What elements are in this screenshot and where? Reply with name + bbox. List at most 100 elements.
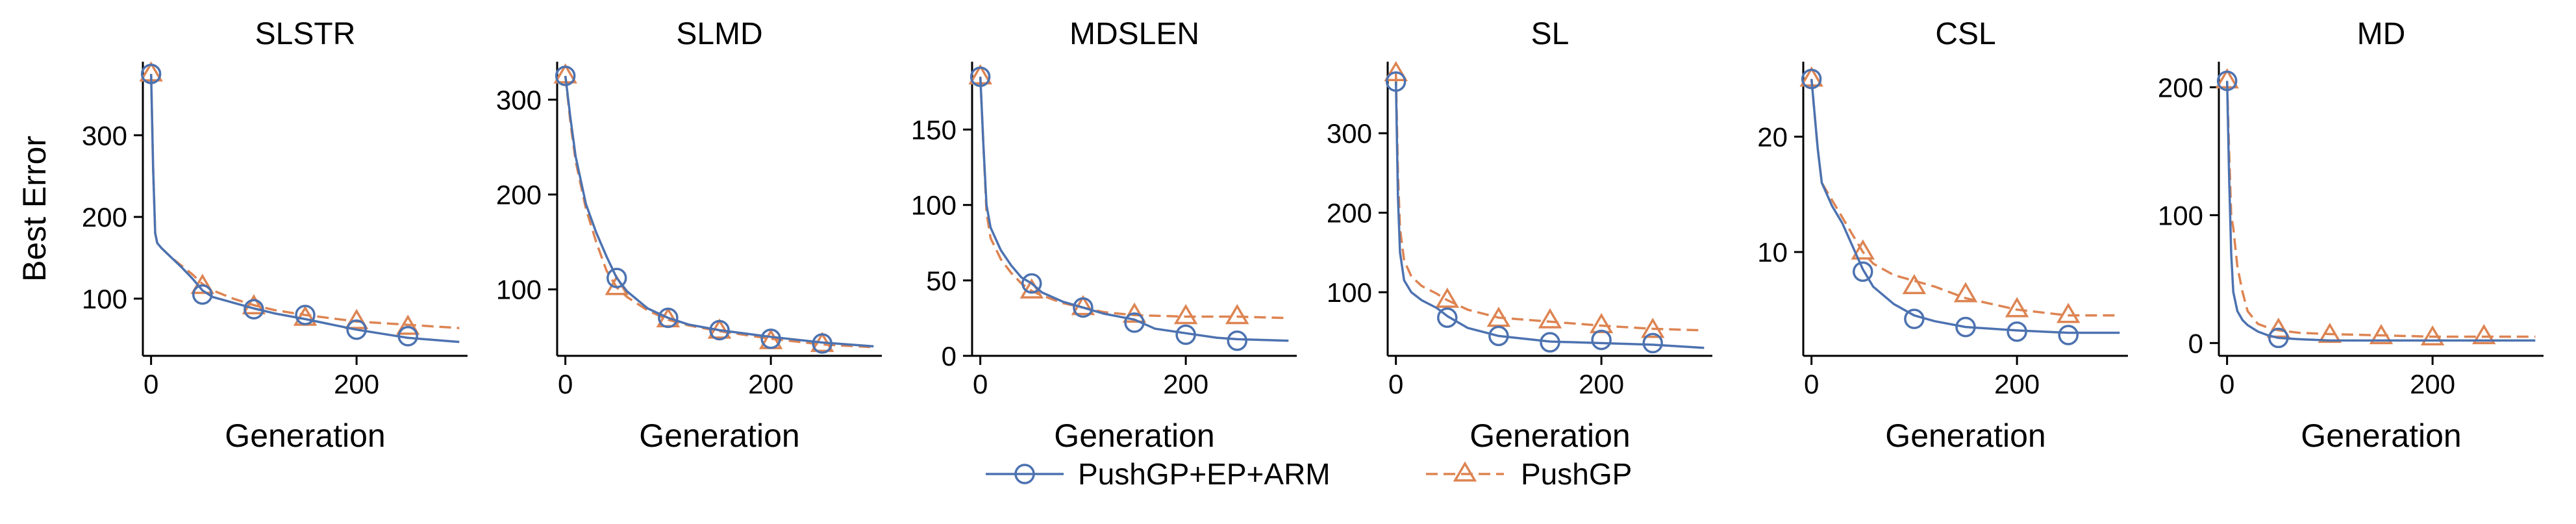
x-tick-label: 200: [1163, 369, 1208, 399]
chart-title: MDSLEN: [1069, 17, 1199, 51]
data-point: [1955, 316, 1976, 338]
series-line: [979, 77, 1289, 319]
y-tick-label: 200: [2158, 72, 2203, 103]
data-point: [2369, 324, 2394, 345]
x-tick-label: 200: [748, 369, 794, 399]
data-point: [1021, 273, 1042, 294]
series-line: [2225, 81, 2536, 338]
data-point: [1642, 332, 1663, 354]
y-tick-label: 300: [82, 120, 127, 151]
series-line: [149, 73, 460, 343]
legend-marker: [1014, 464, 1035, 484]
series-line: [2225, 81, 2536, 342]
series-line: [149, 73, 460, 329]
series-line: [564, 75, 874, 348]
chart-title: MD: [2357, 17, 2406, 51]
subplot-slmd: SLMD 0 200 100 200 300 Generation: [496, 17, 882, 454]
x-tick-label: 0: [558, 369, 573, 399]
series-line: [1810, 79, 2120, 317]
legend-marker: [1453, 461, 1477, 482]
data-point: [760, 328, 781, 349]
subplot-md: MD 0 200 0 100 200 Generation: [2158, 17, 2544, 454]
data-point: [1488, 325, 1509, 347]
data-point: [1227, 331, 1247, 351]
data-point: [1953, 282, 1978, 303]
data-point: [1853, 261, 1873, 282]
chart-title: SLMD: [676, 17, 762, 51]
data-point: [1640, 318, 1665, 338]
legend-label: PushGP+EP+ARM: [1078, 457, 1331, 491]
y-tick-label: 50: [926, 266, 957, 296]
data-point: [606, 268, 627, 288]
x-tick-label: 0: [1388, 369, 1403, 399]
x-tick-label: 0: [2220, 369, 2234, 399]
data-point: [1435, 287, 1460, 308]
y-tick-label: 300: [496, 84, 542, 115]
data-point: [1538, 308, 1562, 329]
chart-title: SL: [1531, 17, 1569, 51]
data-point: [555, 66, 576, 86]
y-tick-label: 100: [911, 190, 957, 221]
series-line: [1810, 79, 2120, 334]
data-point: [2058, 325, 2079, 345]
y-tick-label: 10: [1757, 237, 1788, 268]
y-tick-label: 0: [2188, 328, 2203, 358]
data-point: [1122, 302, 1147, 323]
x-axis-label: Generation: [1469, 418, 1630, 454]
x-tick-label: 200: [2410, 369, 2455, 399]
data-point: [397, 326, 418, 347]
x-tick-label: 200: [1994, 369, 2040, 399]
data-point: [1225, 304, 1249, 325]
data-point: [192, 284, 213, 305]
data-point: [1124, 312, 1145, 333]
data-point: [1175, 324, 1196, 345]
x-axis-label: Generation: [1885, 418, 2045, 454]
data-point: [2056, 303, 2081, 323]
data-point: [1540, 332, 1560, 353]
data-point: [346, 319, 367, 340]
subplot-mdslen: MDSLEN 0 200 0 50 100 150 Generation: [911, 17, 1297, 454]
data-point: [709, 319, 730, 341]
data-point: [1486, 306, 1511, 327]
x-axis-label: Generation: [1054, 418, 1214, 454]
y-tick-label: 100: [2158, 200, 2203, 231]
y-tick-label: 150: [911, 115, 957, 145]
data-point: [812, 333, 832, 354]
y-tick-label: 0: [942, 341, 957, 371]
subplot-slstr: SLSTR 0 200 100 200 300 Generation Best Error: [16, 17, 468, 454]
x-tick-label: 200: [334, 369, 379, 399]
legend: PushGP+EP+ARM PushGP: [986, 457, 1632, 491]
data-point: [2268, 327, 2289, 349]
series-line: [979, 77, 1289, 342]
data-point: [1801, 68, 1822, 90]
x-axis-label: Generation: [225, 418, 385, 454]
data-point: [242, 294, 266, 315]
data-point: [1173, 304, 1198, 325]
data-point: [1384, 60, 1408, 82]
x-tick-label: 0: [144, 369, 158, 399]
subplot-sl: SL 0 200 100 200 300 Generation: [1327, 17, 1712, 454]
y-axis-label: Best Error: [16, 136, 53, 282]
data-point: [295, 305, 316, 325]
y-tick-label: 200: [82, 202, 127, 232]
data-point: [2007, 321, 2027, 342]
series-line: [1394, 81, 1705, 349]
data-point: [2471, 324, 2496, 345]
data-point: [1851, 239, 1875, 260]
subplot-csl: CSL 0 200 10 20 Generation: [1757, 17, 2128, 454]
x-tick-label: 0: [973, 369, 988, 399]
y-tick-label: 100: [496, 275, 542, 305]
y-tick-label: 200: [496, 180, 542, 210]
data-point: [658, 307, 679, 329]
x-tick-label: 0: [1804, 369, 1819, 399]
y-tick-label: 20: [1757, 121, 1788, 152]
y-tick-label: 100: [82, 284, 127, 314]
data-point: [140, 64, 162, 84]
data-point: [244, 299, 264, 320]
data-point: [969, 66, 991, 87]
data-point: [1902, 273, 1927, 295]
data-point: [2266, 318, 2291, 338]
series-line: [564, 75, 874, 349]
chart-title: CSL: [1935, 17, 1995, 51]
